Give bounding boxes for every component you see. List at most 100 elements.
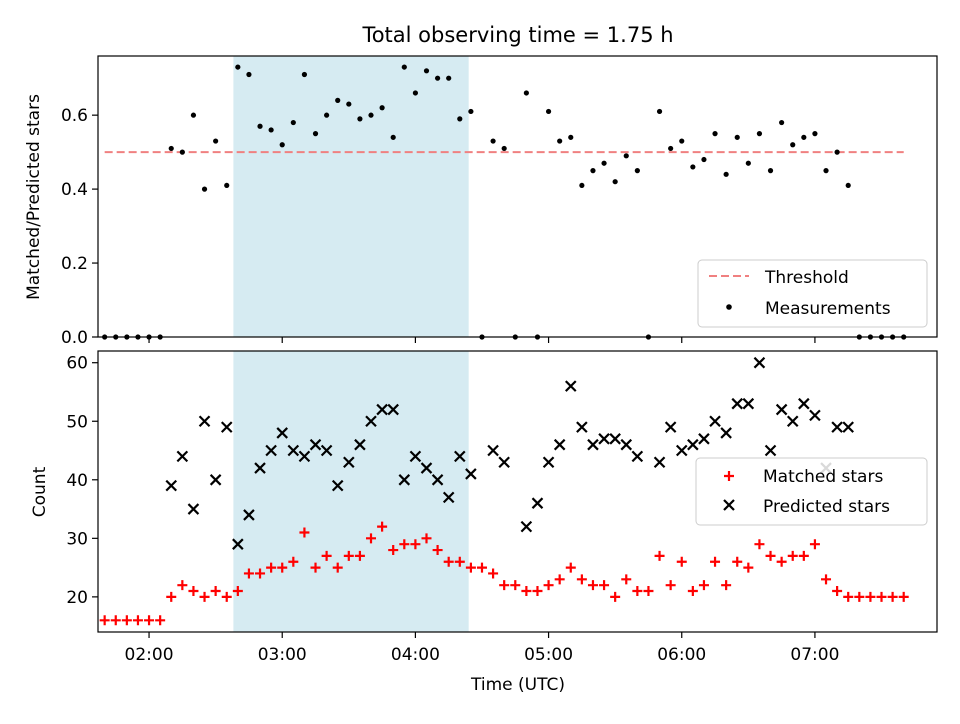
y-tick-label: 50 bbox=[66, 412, 88, 432]
matched-point bbox=[710, 556, 721, 567]
predicted-point bbox=[343, 456, 355, 469]
predicted-point bbox=[187, 503, 200, 515]
predicted-legend-swatch bbox=[723, 499, 735, 511]
matched-point bbox=[232, 586, 243, 597]
measurement-point bbox=[301, 71, 308, 78]
measurement-point bbox=[190, 112, 197, 118]
top-y-axis-label: Matched/Predicted stars bbox=[24, 94, 44, 300]
predicted-point bbox=[298, 450, 311, 463]
measurement-point bbox=[612, 179, 618, 185]
predicted-point bbox=[465, 468, 477, 480]
measurement-point bbox=[823, 168, 829, 174]
predicted-point bbox=[775, 403, 788, 416]
matched-point bbox=[221, 591, 232, 602]
predicted-point bbox=[598, 433, 610, 445]
predicted-point bbox=[276, 427, 289, 439]
predicted-point bbox=[387, 403, 399, 416]
measurement-point bbox=[668, 145, 674, 152]
measurement-point bbox=[834, 149, 840, 155]
measurement-point bbox=[690, 164, 696, 170]
matched-point bbox=[421, 533, 432, 544]
matched-point bbox=[554, 574, 565, 585]
matched-point bbox=[465, 562, 476, 573]
measurement-point bbox=[712, 131, 718, 137]
predicted-point bbox=[542, 456, 555, 469]
matched-point bbox=[266, 562, 277, 573]
measurement-point bbox=[523, 90, 529, 96]
measurement-point bbox=[590, 168, 596, 174]
bottom-plot-frame bbox=[97, 350, 938, 633]
predicted-point bbox=[698, 433, 710, 445]
predicted-point bbox=[376, 403, 388, 416]
matched-point bbox=[132, 615, 143, 626]
matched-point bbox=[410, 539, 421, 550]
predicted-point bbox=[198, 415, 211, 428]
top-legend: Threshold Measurements bbox=[697, 259, 928, 328]
bottom-panel: 20 30 40 50 60 02:00 03:00 04:00 05:00 06:00 07:0… bbox=[30, 350, 938, 695]
bottom-y-axis-label: Count bbox=[30, 466, 50, 517]
matched-point bbox=[332, 562, 343, 573]
y-tick-label: 0.0 bbox=[61, 328, 88, 348]
matched-point bbox=[343, 550, 354, 561]
figure-title: Total observing time = 1.75 h bbox=[361, 23, 673, 47]
matched-point bbox=[432, 545, 443, 556]
predicted-point bbox=[220, 421, 233, 433]
predicted-point bbox=[232, 538, 244, 550]
matched-point bbox=[144, 615, 155, 626]
y-tick-label: 60 bbox=[66, 354, 88, 374]
measurement-point bbox=[224, 182, 230, 189]
predicted-point bbox=[409, 450, 422, 463]
measurement-point bbox=[346, 101, 352, 107]
predicted-point bbox=[653, 456, 666, 469]
measurement-point bbox=[390, 134, 396, 140]
bottom-x-axis-label: Time (UTC) bbox=[470, 675, 565, 695]
measurement-point bbox=[501, 145, 507, 152]
y-tick-label: 20 bbox=[66, 588, 88, 608]
predicted-point bbox=[243, 509, 255, 521]
predicted-point bbox=[842, 421, 854, 433]
matched-point bbox=[310, 562, 321, 573]
predicted-point bbox=[498, 456, 510, 469]
matched-point bbox=[377, 521, 388, 532]
matched-point bbox=[798, 550, 809, 561]
matched-point bbox=[277, 562, 288, 573]
measurement-point bbox=[401, 64, 407, 70]
predicted-point bbox=[165, 479, 178, 492]
predicted-point bbox=[454, 450, 466, 463]
matched-point bbox=[821, 574, 832, 585]
predicted-legend-label: Predicted stars bbox=[763, 497, 890, 517]
x-tick-label: 02:00 bbox=[125, 645, 174, 665]
matched-point bbox=[488, 568, 499, 579]
predicted-point bbox=[609, 433, 621, 445]
measurement-point bbox=[734, 134, 740, 140]
predicted-point bbox=[320, 444, 333, 457]
matched-point bbox=[643, 586, 654, 597]
measurement-point bbox=[434, 75, 441, 81]
predicted-point bbox=[753, 356, 766, 369]
matched-point bbox=[876, 591, 887, 602]
x-tick-label: 04:00 bbox=[391, 645, 440, 665]
measurement-point bbox=[179, 149, 185, 155]
matched-legend-swatch bbox=[724, 471, 734, 481]
matched-point bbox=[155, 615, 166, 626]
measurement-point bbox=[545, 108, 552, 115]
measurement-point bbox=[335, 97, 341, 103]
matched-point bbox=[121, 615, 132, 626]
matched-point bbox=[321, 550, 332, 561]
predicted-point bbox=[675, 444, 688, 457]
matched-point bbox=[654, 550, 665, 561]
measurement-point bbox=[601, 160, 607, 166]
matched-point bbox=[521, 586, 532, 597]
predicted-point bbox=[442, 491, 455, 504]
measurement-point bbox=[368, 112, 374, 118]
measurement-point bbox=[357, 116, 363, 122]
matched-point bbox=[565, 562, 576, 573]
matched-point bbox=[632, 586, 643, 597]
predicted-point bbox=[365, 415, 377, 428]
matched-point bbox=[177, 580, 188, 591]
measurement-point bbox=[723, 171, 729, 177]
matched-point bbox=[854, 591, 865, 602]
measurement-point bbox=[312, 131, 319, 137]
y-tick-label: 30 bbox=[66, 529, 88, 549]
